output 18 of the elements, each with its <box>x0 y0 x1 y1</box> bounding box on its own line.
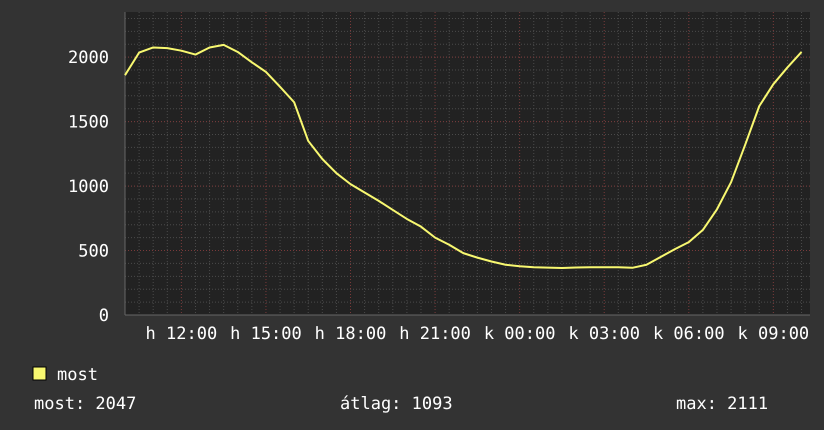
text: max: 2111 <box>676 394 768 414</box>
y-tick-label: 2000 <box>68 48 109 68</box>
x-tick-label: k 09:00 <box>738 324 810 344</box>
line-series <box>124 44 803 269</box>
y-tick-label: 1500 <box>68 112 109 133</box>
x-tick-label: h 21:00 <box>399 324 471 344</box>
x-tick-label: k 06:00 <box>652 324 725 344</box>
x-tick-label: h 15:00 <box>230 324 302 344</box>
text: átlag: 1093 <box>340 394 453 414</box>
text: most: 2047 <box>34 394 136 414</box>
x-tick-label: k 00:00 <box>484 324 556 344</box>
x-tick-label: k 03:00 <box>568 324 640 344</box>
legend-label: most <box>57 365 98 385</box>
y-tick-label: 1000 <box>68 177 109 198</box>
y-tick-label: 0 <box>98 306 109 326</box>
y-tick-label: 500 <box>78 241 109 262</box>
x-tick-label: h 18:00 <box>314 324 386 344</box>
x-tick-label: h 12:00 <box>146 324 218 344</box>
